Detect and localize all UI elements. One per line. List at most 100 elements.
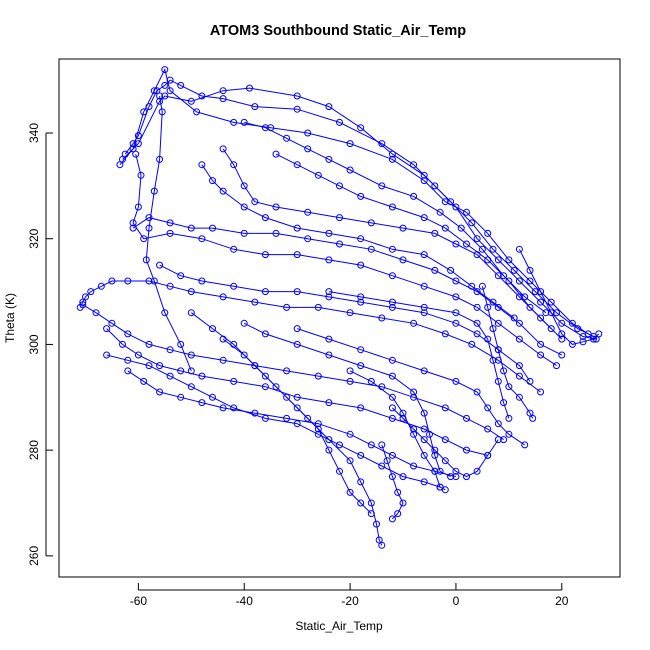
data-point xyxy=(515,335,523,343)
data-point xyxy=(261,414,269,422)
data-point xyxy=(378,314,386,322)
data-point xyxy=(346,488,354,496)
data-point xyxy=(293,420,301,428)
data-point xyxy=(441,198,449,206)
data-point xyxy=(240,118,248,126)
x-tick-label: -40 xyxy=(236,594,254,608)
data-point xyxy=(526,266,534,274)
chart-title: ATOM3 Southbound Static_Air_Temp xyxy=(210,23,466,39)
data-point xyxy=(553,309,560,317)
data-point xyxy=(431,182,439,190)
series-7 xyxy=(219,145,566,343)
data-point xyxy=(494,420,502,428)
data-point xyxy=(410,462,418,470)
data-point xyxy=(457,224,465,232)
data-point xyxy=(505,277,513,285)
data-point xyxy=(399,499,407,507)
data-point xyxy=(325,293,333,301)
data-point xyxy=(357,404,365,412)
series-line xyxy=(392,407,499,478)
data-point xyxy=(166,87,174,95)
series-line xyxy=(132,217,563,356)
data-point xyxy=(447,473,455,481)
data-point xyxy=(251,198,259,206)
data-point xyxy=(494,303,502,311)
data-point xyxy=(505,430,513,438)
data-point xyxy=(251,103,259,111)
y-axis: 260 280 300 320 340 xyxy=(27,123,53,566)
data-point xyxy=(494,272,502,280)
data-point xyxy=(92,309,100,317)
data-point xyxy=(314,420,322,428)
data-point xyxy=(209,224,216,232)
series-line xyxy=(243,322,451,478)
data-point xyxy=(357,298,365,306)
data-point xyxy=(293,161,301,169)
data-point xyxy=(142,256,150,264)
data-point xyxy=(187,383,195,391)
data-point xyxy=(452,467,460,475)
series-23 xyxy=(346,367,449,494)
data-point xyxy=(388,451,396,459)
data-point xyxy=(145,277,153,285)
data-point xyxy=(420,367,428,375)
data-point xyxy=(463,208,470,216)
data-point xyxy=(219,187,227,195)
data-point xyxy=(558,330,566,338)
data-point xyxy=(505,256,513,264)
data-point xyxy=(410,430,418,438)
series-line xyxy=(122,87,594,337)
data-point xyxy=(410,388,418,396)
data-point xyxy=(378,441,386,449)
data-point xyxy=(478,245,486,253)
data-point xyxy=(537,351,545,359)
data-point xyxy=(484,229,492,237)
data-point xyxy=(161,309,169,317)
data-point xyxy=(251,298,259,306)
series-line xyxy=(127,370,457,478)
data-point xyxy=(473,467,481,475)
data-point xyxy=(484,425,492,433)
data-point xyxy=(452,377,460,385)
data-point xyxy=(219,404,227,412)
data-point xyxy=(388,272,396,280)
data-point xyxy=(494,377,502,385)
data-point xyxy=(240,229,248,237)
data-point xyxy=(410,192,418,200)
data-point xyxy=(187,288,195,296)
data-point xyxy=(283,134,291,142)
data-point xyxy=(261,372,269,380)
data-point xyxy=(515,245,523,253)
data-point xyxy=(388,393,396,401)
data-point xyxy=(293,288,301,296)
data-point xyxy=(473,330,481,338)
data-point xyxy=(187,224,195,232)
series-25 xyxy=(478,282,537,422)
data-point xyxy=(304,129,312,137)
y-tick-label: 300 xyxy=(27,334,41,354)
data-point xyxy=(357,478,365,486)
data-point xyxy=(156,155,164,163)
data-point xyxy=(187,97,195,105)
data-point xyxy=(336,182,343,190)
data-point xyxy=(547,298,555,306)
data-point xyxy=(219,87,227,95)
data-point xyxy=(140,377,148,385)
data-point xyxy=(177,81,185,89)
data-point xyxy=(325,256,333,264)
data-point xyxy=(161,81,169,89)
data-point xyxy=(198,277,206,285)
data-point xyxy=(357,293,365,301)
data-point xyxy=(134,351,142,359)
data-point xyxy=(116,161,124,169)
series-line xyxy=(518,249,600,345)
data-point xyxy=(558,319,566,327)
data-point xyxy=(304,208,312,216)
data-point xyxy=(209,393,216,401)
data-point xyxy=(521,293,529,301)
data-point xyxy=(420,303,428,311)
data-point xyxy=(420,171,428,179)
data-point xyxy=(346,166,354,174)
data-point xyxy=(219,356,227,364)
